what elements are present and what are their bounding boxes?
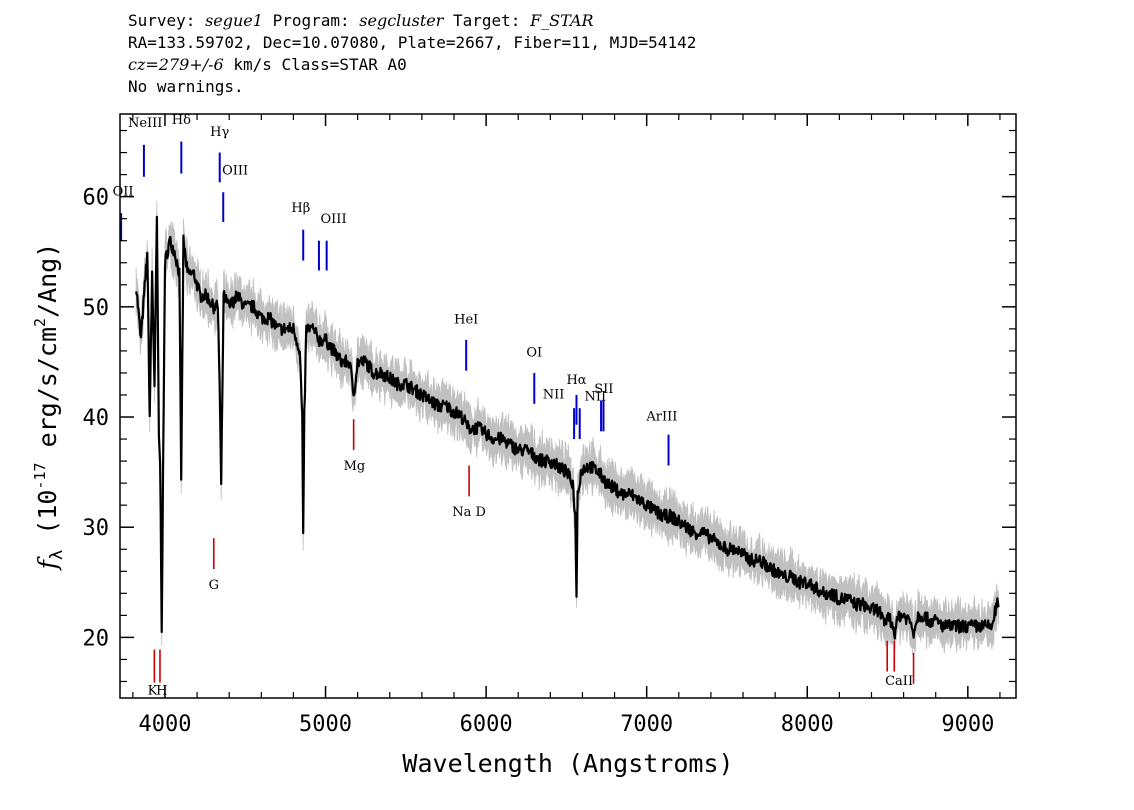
spectral-line-label: Na D (452, 505, 486, 520)
spectral-line-label: Hβ (291, 201, 310, 216)
x-tick-label: 5000 (299, 712, 352, 737)
error-band (135, 200, 999, 655)
program-value: segcluster (359, 11, 444, 30)
spectral-line-label: Hδ (172, 113, 191, 128)
y-tick-label: 40 (83, 406, 110, 431)
y-tick-label: 20 (83, 626, 110, 651)
redshift-value: cz=279+/-6 (128, 55, 224, 74)
y-tick-label: 50 (83, 296, 110, 321)
survey-value: segue1 (205, 11, 263, 30)
class-value: km/s Class=STAR A0 (223, 55, 407, 74)
x-tick-label: 4000 (138, 712, 191, 737)
header-line-3: cz=279+/-6 km/s Class=STAR A0 (128, 54, 696, 76)
flux-layer (135, 215, 1000, 640)
spectral-lines-layer: NeIII HδHγOIIIHβOIIIHeIOINIIHαNIISIIArIII… (113, 113, 915, 699)
error-band-layer (135, 200, 999, 655)
spectral-line-label: OII (113, 185, 134, 200)
spectral-line-label: K (148, 684, 158, 699)
x-tick-label: 7000 (620, 712, 673, 737)
spectral-line-label: OI (526, 345, 542, 360)
spectral-line-label: OIII (321, 212, 347, 227)
spectral-line-label: Mg (344, 459, 366, 474)
spectral-line-label: Hγ (210, 125, 229, 140)
target-label: Target: (453, 11, 521, 30)
x-tick-label: 8000 (781, 712, 834, 737)
spectral-line-label: NeIII (128, 116, 162, 131)
spectral-line-label: HeI (454, 312, 478, 327)
axis-ticks: 4000 5000 6000 7000 8000 9000 20 30 40 50 60 (83, 114, 1016, 737)
program-label: Program: (272, 11, 350, 30)
y-tick-label: 30 (83, 516, 110, 541)
spectral-line-label: SII (594, 382, 613, 397)
header-line-4: No warnings. (128, 77, 244, 96)
flux-line (135, 215, 1000, 640)
y-tick-label: 60 (83, 186, 110, 211)
x-tick-label: 9000 (941, 712, 994, 737)
y-axis-title: fλ (10-17 erg/s/cm2/Ang) (31, 243, 67, 572)
spectral-line-label: Hα (566, 373, 586, 388)
survey-label: Survey: (128, 11, 196, 30)
header-line-2: RA=133.59702, Dec=10.07080, Plate=2667, … (128, 33, 697, 52)
spectrum-header: Survey: segue1 Program: segcluster Targe… (128, 10, 696, 98)
spectral-line-label: H (156, 684, 167, 699)
spectral-line-label: NII (584, 389, 606, 404)
spectral-line-label: OIII (222, 164, 248, 179)
header-line-1: Survey: segue1 Program: segcluster Targe… (128, 10, 696, 32)
spectral-line-label: NII (543, 387, 565, 402)
x-axis-title: Wavelength (Angstroms) (402, 749, 733, 778)
spectral-line-label: CaII (885, 674, 913, 689)
spectral-line-label: ArIII (645, 409, 677, 424)
x-tick-label: 6000 (460, 712, 513, 737)
target-value: F_STAR (530, 11, 594, 30)
plot-frame (119, 113, 1017, 699)
spectral-line-label: G (209, 578, 219, 593)
